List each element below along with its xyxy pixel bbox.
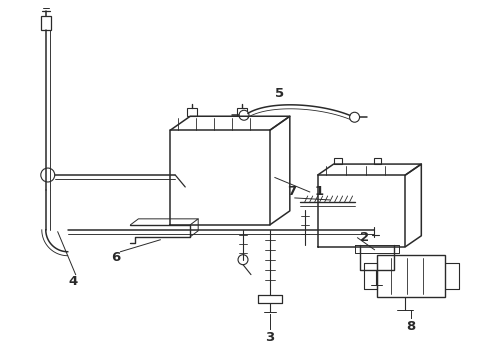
Bar xyxy=(41,15,51,30)
Circle shape xyxy=(238,255,248,265)
Text: 1: 1 xyxy=(315,185,324,198)
Bar xyxy=(377,255,445,297)
Bar xyxy=(187,108,197,116)
Text: 8: 8 xyxy=(407,320,416,333)
Bar xyxy=(237,108,247,116)
Text: 5: 5 xyxy=(275,87,284,100)
Text: 2: 2 xyxy=(360,231,368,244)
Text: 4: 4 xyxy=(68,275,77,288)
Text: 6: 6 xyxy=(111,251,120,264)
Circle shape xyxy=(41,168,55,182)
Circle shape xyxy=(239,110,249,120)
Text: 7: 7 xyxy=(287,185,296,198)
Bar xyxy=(334,158,342,164)
Bar xyxy=(373,158,382,164)
Text: 3: 3 xyxy=(265,331,274,344)
Circle shape xyxy=(349,112,360,122)
